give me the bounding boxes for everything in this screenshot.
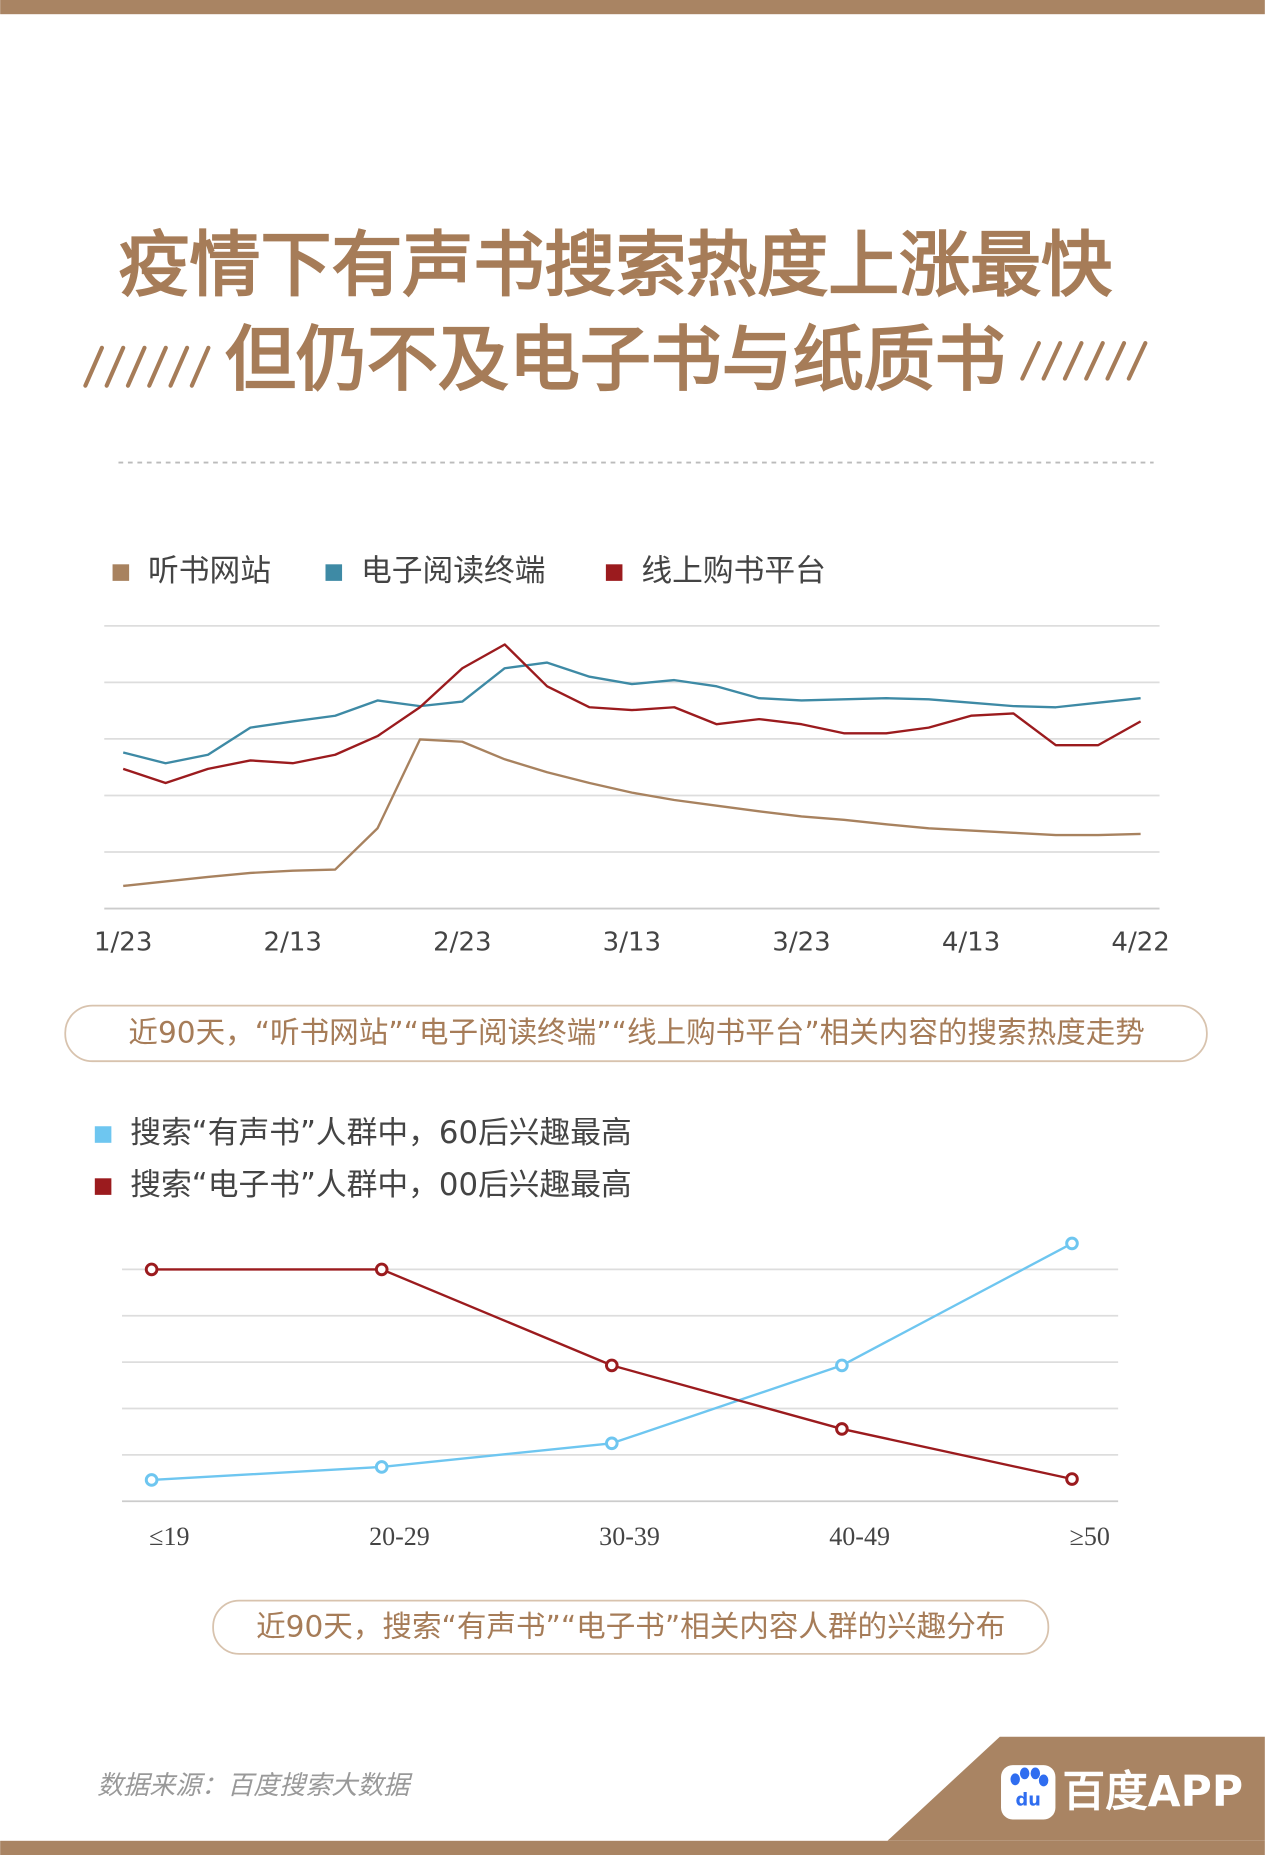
- bottom-bar: [0, 1840, 1265, 1855]
- legend-swatch: [605, 564, 623, 581]
- x-tick-label: ≥50: [1070, 1522, 1110, 1551]
- series-line: [122, 661, 1141, 765]
- brand: 百度APP: [1063, 1767, 1244, 1817]
- series-line: [123, 738, 1141, 888]
- legend-label: 搜索“有声书”人群中，60后兴趣最高: [130, 1115, 632, 1151]
- legend-label: 听书网站: [148, 553, 271, 589]
- x-tick-label: 4/22: [1111, 927, 1169, 957]
- point: [604, 1358, 619, 1373]
- point: [144, 1473, 159, 1487]
- x-tick-label: 2/23: [433, 927, 491, 957]
- point: [144, 1262, 159, 1277]
- x-tick-label: 3/13: [603, 927, 661, 957]
- point: [1065, 1472, 1079, 1486]
- source: 数据来源：百度搜索大数据: [97, 1771, 413, 1801]
- x-tick-label: ≤19: [149, 1522, 189, 1551]
- chart-caption: 近90天，“听书网站”“电子阅读终端”“线上购书平台”相关内容的搜索热度走势: [128, 1015, 1144, 1049]
- point: [374, 1460, 389, 1474]
- logo-text: du: [1016, 1791, 1041, 1811]
- brand-banner: [887, 1736, 1265, 1841]
- logo-paw: [1010, 1767, 1049, 1787]
- x-tick-label: 30-39: [599, 1522, 660, 1551]
- legend-label: 电子阅读终端: [361, 553, 546, 589]
- legend-swatch: [94, 1126, 112, 1143]
- chart-caption: 近90天，搜索“有声书”“电子书”相关内容人群的兴趣分布: [256, 1609, 1005, 1643]
- legend-label: 线上购书平台: [641, 553, 826, 589]
- x-tick-label: 3/23: [772, 927, 830, 957]
- series-line: [122, 643, 1142, 785]
- point: [604, 1436, 619, 1451]
- caption-box: [64, 1004, 1208, 1063]
- x-tick-label: 40-49: [829, 1522, 890, 1551]
- point: [374, 1262, 389, 1277]
- point: [835, 1422, 849, 1436]
- x-tick-label: 1/23: [94, 927, 152, 957]
- point: [835, 1358, 849, 1373]
- top-bar: [0, 0, 1265, 15]
- x-tick-label: 20-29: [369, 1522, 430, 1551]
- legend-label: 搜索“电子书”人群中，00后兴趣最高: [130, 1167, 632, 1203]
- x-tick-label: 2/13: [264, 927, 322, 957]
- legend-swatch: [325, 564, 343, 581]
- legend-swatch: [112, 564, 130, 581]
- caption-box: [212, 1599, 1050, 1655]
- slash-decoration: [83, 341, 1148, 388]
- title-line: 但仍不及电子书与纸质书: [225, 318, 1006, 401]
- x-tick-label: 4/13: [942, 927, 1000, 957]
- legend-swatch: [94, 1178, 112, 1195]
- title-line: 疫情下有声书搜索热度上涨最快: [119, 223, 1114, 306]
- point: [1065, 1236, 1079, 1251]
